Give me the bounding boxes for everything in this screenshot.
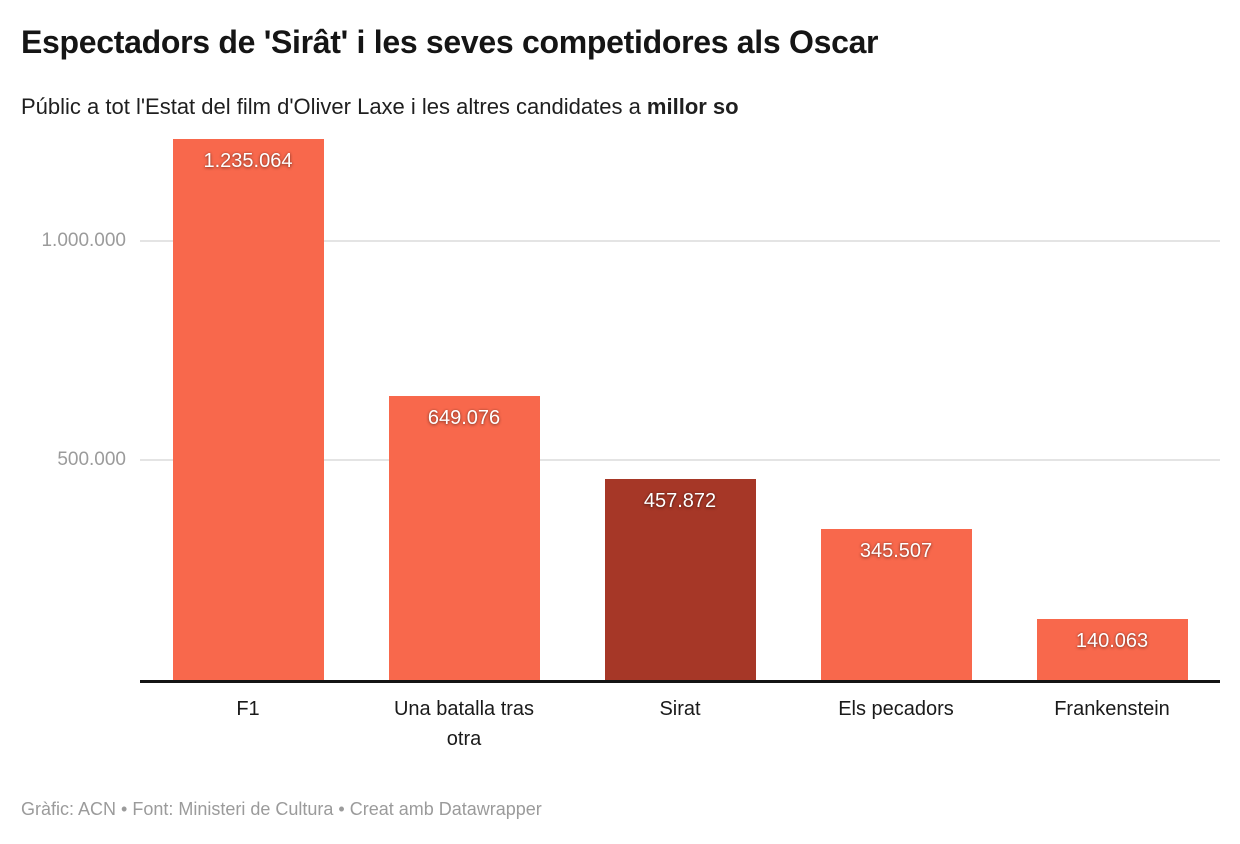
- bar-els-pecadors[interactable]: 345.507: [820, 528, 972, 680]
- subtitle-text: Públic a tot l'Estat del film d'Oliver L…: [21, 94, 647, 119]
- x-axis-label-frankenstein: Frankenstein: [1054, 698, 1170, 720]
- gridline: [140, 240, 1220, 242]
- bar-f1[interactable]: 1.235.064: [172, 139, 324, 680]
- bar-frankenstein[interactable]: 140.063: [1036, 618, 1188, 680]
- y-axis-tick-label: 1.000.000: [41, 230, 126, 251]
- attribution-footer: Gràfic: ACN • Font: Ministeri de Cultura…: [21, 799, 542, 819]
- bar-value-label: 1.235.064: [203, 150, 293, 173]
- gridline: [140, 459, 1220, 461]
- bar-value-label: 140.063: [1075, 629, 1149, 652]
- x-axis-label-els-pecadors: Els pecadors: [838, 698, 954, 720]
- x-axis-label-una-batalla-tras-otra: Una batalla tras otra: [393, 698, 535, 750]
- x-axis-label-f1: F1: [236, 698, 260, 720]
- bar-value-label: 345.507: [859, 539, 933, 562]
- subtitle-bold-text: millor so: [646, 94, 739, 119]
- x-axis-labels: F1 Una batalla tras otra Sirat Els pecadors…: [140, 694, 1220, 766]
- bar-una-batalla-tras-otra[interactable]: 649.076: [388, 395, 540, 680]
- chart-subtitle: Públic a tot l'Estat del film d'Oliver L…: [21, 93, 1211, 121]
- y-axis-tick-label: 500.000: [57, 449, 126, 470]
- chart-title: Espectadors de 'Sirât' i les seves compe…: [21, 24, 879, 60]
- plot-area: 500.000 1.000.000 1.235.064 649.076 457.872 3…: [41, 131, 1220, 683]
- bar-value-label: 457.872: [643, 490, 717, 513]
- x-axis-label-sirat: Sirat: [659, 698, 701, 720]
- bar-value-label: 649.076: [427, 406, 501, 429]
- bar-sirat[interactable]: 457.872: [604, 479, 756, 680]
